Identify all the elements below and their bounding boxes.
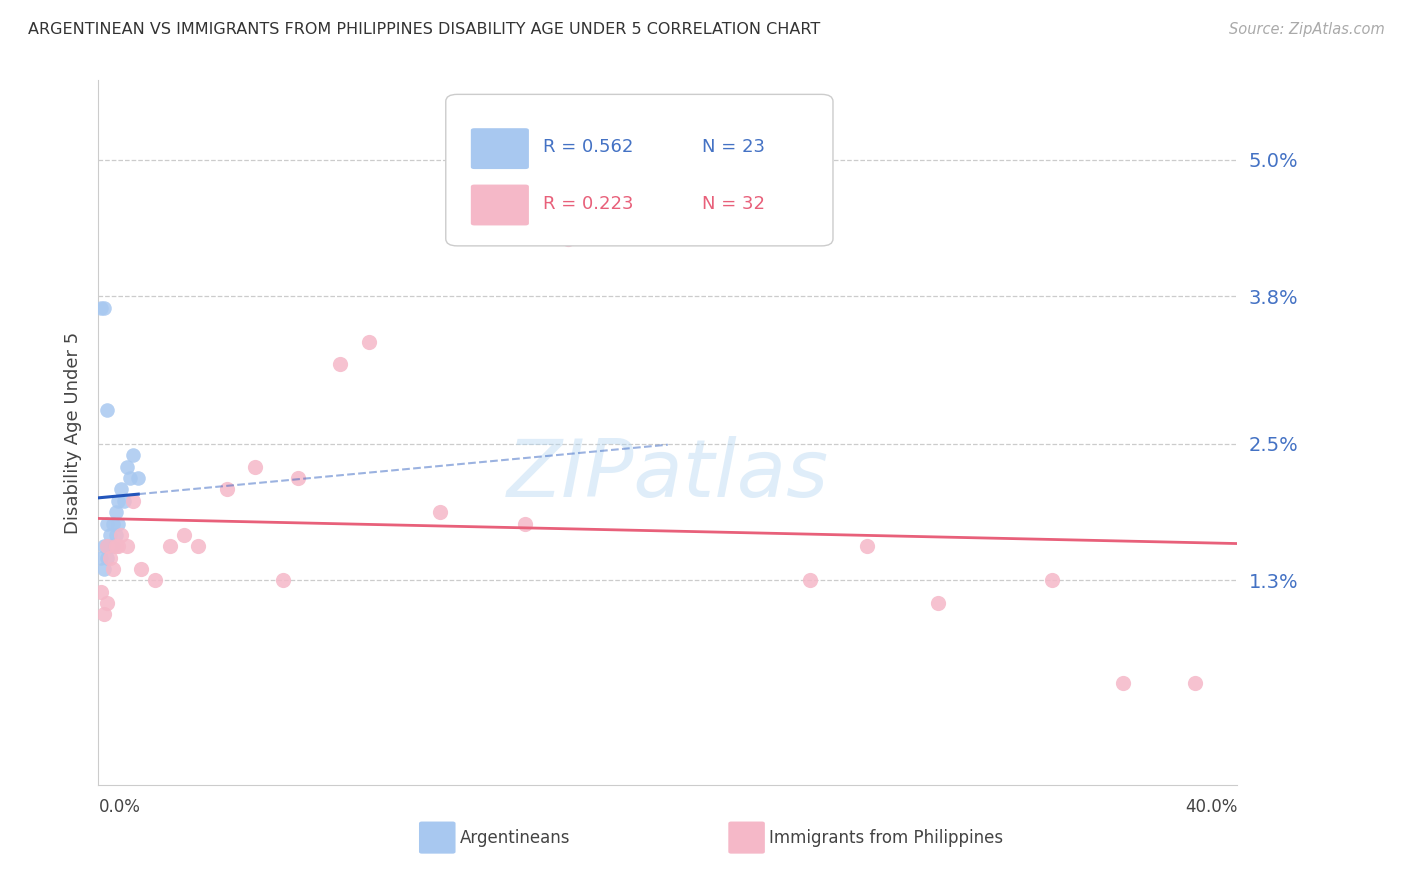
Point: [96, 539, 118, 553]
Point: [93, 607, 115, 622]
Text: ZIPatlas: ZIPatlas: [506, 436, 830, 514]
Point: [856, 539, 879, 553]
Point: [127, 471, 149, 485]
Point: [93, 301, 115, 315]
Point: [357, 334, 380, 349]
Point: [90, 550, 112, 565]
Point: [121, 493, 143, 508]
FancyBboxPatch shape: [471, 185, 529, 226]
Text: R = 0.562: R = 0.562: [543, 138, 633, 156]
Point: [107, 516, 129, 531]
Point: [98, 539, 121, 553]
Point: [93, 562, 115, 576]
Point: [429, 505, 451, 519]
Point: [104, 539, 127, 553]
Point: [118, 471, 141, 485]
Point: [557, 232, 579, 246]
Text: Argentineans: Argentineans: [460, 829, 571, 847]
Point: [215, 483, 238, 497]
Point: [101, 562, 124, 576]
Point: [1112, 675, 1135, 690]
Text: N = 32: N = 32: [702, 194, 765, 212]
Point: [685, 176, 707, 190]
Point: [187, 539, 209, 553]
Point: [98, 550, 121, 565]
Point: [129, 562, 152, 576]
Point: [799, 574, 821, 588]
Point: [515, 516, 537, 531]
Point: [110, 528, 132, 542]
Point: [98, 528, 121, 542]
Point: [329, 358, 352, 372]
Point: [121, 448, 143, 462]
Point: [96, 403, 118, 417]
Point: [101, 539, 124, 553]
Point: [115, 539, 138, 553]
Point: [104, 505, 127, 519]
Point: [115, 459, 138, 474]
Point: [96, 550, 118, 565]
Point: [110, 483, 132, 497]
Point: [104, 528, 127, 542]
Text: ARGENTINEAN VS IMMIGRANTS FROM PHILIPPINES DISABILITY AGE UNDER 5 CORRELATION CH: ARGENTINEAN VS IMMIGRANTS FROM PHILIPPIN…: [28, 22, 820, 37]
Point: [145, 574, 167, 588]
Point: [96, 596, 118, 610]
FancyBboxPatch shape: [446, 95, 832, 246]
Point: [159, 539, 181, 553]
Point: [107, 493, 129, 508]
FancyBboxPatch shape: [471, 128, 529, 169]
Text: N = 23: N = 23: [702, 138, 765, 156]
Point: [96, 516, 118, 531]
Point: [1040, 574, 1063, 588]
Text: 40.0%: 40.0%: [1185, 798, 1237, 816]
Point: [101, 516, 124, 531]
Point: [243, 459, 266, 474]
Text: R = 0.223: R = 0.223: [543, 194, 633, 212]
Y-axis label: Disability Age Under 5: Disability Age Under 5: [65, 332, 83, 533]
Point: [90, 584, 112, 599]
Point: [96, 539, 118, 553]
Text: 0.0%: 0.0%: [98, 798, 141, 816]
Point: [1184, 675, 1206, 690]
Point: [287, 471, 309, 485]
Point: [107, 539, 129, 553]
Point: [173, 528, 195, 542]
Point: [93, 539, 115, 553]
Text: Source: ZipAtlas.com: Source: ZipAtlas.com: [1229, 22, 1385, 37]
Point: [112, 493, 135, 508]
Text: Immigrants from Philippines: Immigrants from Philippines: [769, 829, 1004, 847]
Point: [927, 596, 949, 610]
Point: [273, 574, 295, 588]
Point: [90, 301, 112, 315]
